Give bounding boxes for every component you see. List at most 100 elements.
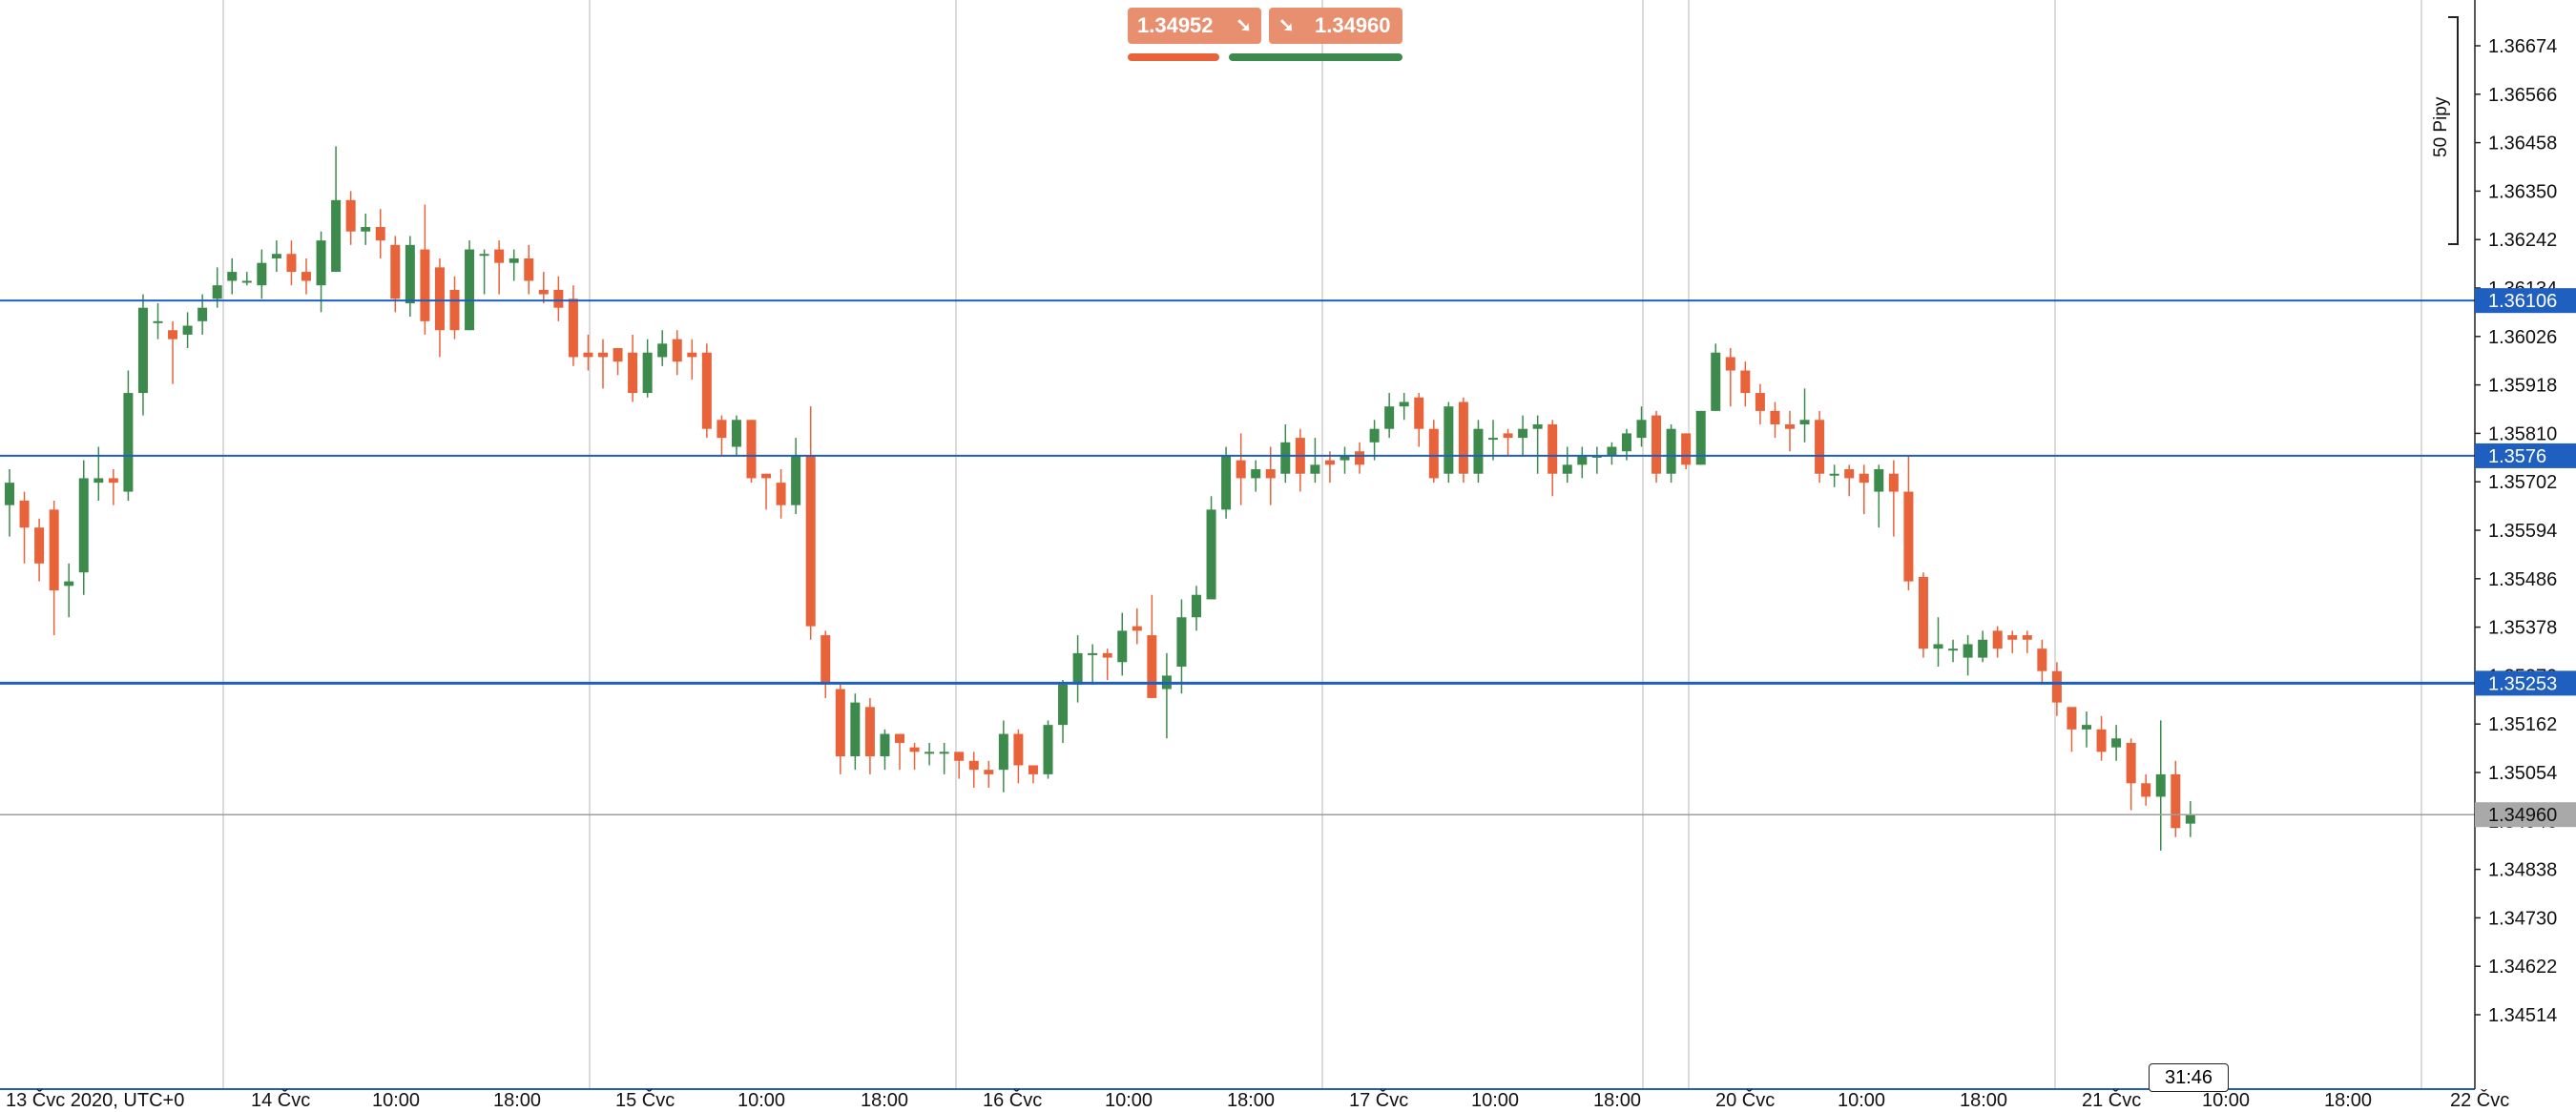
candle-body xyxy=(449,289,460,331)
candle xyxy=(1428,420,1439,484)
candle-body xyxy=(78,478,89,573)
candle-body xyxy=(628,352,638,394)
candle-body xyxy=(1473,428,1484,474)
candle xyxy=(316,231,326,313)
candle-body xyxy=(731,420,741,447)
candle xyxy=(880,729,890,771)
candle-body xyxy=(182,325,193,335)
candle-countdown-badge: 31:46 xyxy=(2149,1063,2229,1092)
candle-body xyxy=(954,752,965,761)
level-price-tag xyxy=(2475,288,2576,314)
candle-body xyxy=(895,733,904,743)
candlestick-series xyxy=(5,146,2195,851)
candle xyxy=(1369,420,1380,461)
y-tick-label: 1.34730 xyxy=(2488,908,2557,929)
candle xyxy=(2082,711,2091,748)
candle xyxy=(924,742,935,766)
candle-body xyxy=(465,249,475,331)
candle xyxy=(2171,760,2181,837)
candle xyxy=(1384,393,1395,439)
candle-body xyxy=(1102,652,1112,658)
candle xyxy=(598,339,608,389)
candle xyxy=(1755,383,1765,424)
candle xyxy=(1562,446,1572,484)
y-tick-label: 1.35918 xyxy=(2488,376,2557,397)
candle-body xyxy=(2067,707,2077,730)
candle xyxy=(2096,715,2107,761)
candle xyxy=(1058,680,1069,743)
candle-body xyxy=(1221,455,1232,510)
candle-body xyxy=(1088,652,1098,655)
y-tick-label: 1.36566 xyxy=(2488,85,2557,106)
candle-body xyxy=(137,307,148,394)
candle-body xyxy=(316,240,326,286)
candle-body xyxy=(1369,428,1380,443)
candle xyxy=(613,348,623,376)
candle xyxy=(1251,460,1261,492)
candle-body xyxy=(1518,428,1528,439)
candle-body xyxy=(301,272,311,281)
horizontal-levels[interactable] xyxy=(0,299,2475,815)
candle-body xyxy=(375,227,385,241)
candle xyxy=(821,630,831,698)
candle-body xyxy=(805,455,816,627)
candle xyxy=(331,146,342,273)
candle xyxy=(776,469,786,519)
candle-body xyxy=(64,581,74,587)
candle xyxy=(1013,729,1024,784)
candle xyxy=(850,693,861,771)
candle xyxy=(2155,720,2166,851)
candle xyxy=(1132,607,1142,645)
candle-body xyxy=(1192,594,1201,618)
candle-body xyxy=(1695,410,1706,465)
candle-body xyxy=(241,280,252,283)
candle-body xyxy=(1888,473,1899,492)
candle-body xyxy=(19,500,30,528)
candle xyxy=(78,460,89,595)
candle xyxy=(286,240,297,286)
x-tick-label: 18:00 xyxy=(493,1090,541,1111)
candle xyxy=(672,330,682,376)
candle-body xyxy=(1236,460,1246,479)
candle-body xyxy=(271,254,281,258)
candle xyxy=(479,249,489,295)
candle xyxy=(271,240,281,273)
candle-body xyxy=(1414,397,1424,429)
candle-body xyxy=(1963,644,1973,658)
candle xyxy=(19,491,30,564)
candle xyxy=(123,370,134,501)
y-tick-label: 1.34838 xyxy=(2488,860,2557,881)
sell-price-button[interactable]: 1.34952 ➘ xyxy=(1128,8,1261,44)
candle xyxy=(524,244,534,295)
candle xyxy=(2037,639,2047,685)
candle xyxy=(212,267,222,308)
buy-price-button[interactable]: ➘ 1.34960 xyxy=(1269,8,1402,44)
candle-body xyxy=(434,267,445,331)
candle xyxy=(1918,572,1928,658)
x-tick-label: 15 Čvc xyxy=(615,1089,675,1111)
candle-body xyxy=(197,307,208,321)
candle xyxy=(1636,406,1647,447)
x-tick-label: 10:00 xyxy=(1471,1090,1519,1111)
candle xyxy=(1280,423,1291,484)
candle-body xyxy=(1681,433,1692,465)
candle xyxy=(34,518,45,582)
candle-body xyxy=(1859,473,1869,484)
candle xyxy=(1933,617,1943,667)
candle xyxy=(227,257,238,295)
price-tags: 1.36106 1.3576 1.35253 1.34960 xyxy=(2475,288,2576,828)
candle-body xyxy=(998,733,1008,771)
candle-body xyxy=(390,244,401,299)
candle-body xyxy=(1785,423,1795,429)
candle xyxy=(1473,420,1484,484)
candle-body xyxy=(1948,649,1959,651)
candle xyxy=(1236,433,1246,505)
candle xyxy=(241,272,252,286)
candle-body xyxy=(1058,684,1069,726)
candle xyxy=(939,742,949,774)
candle xyxy=(375,209,385,258)
candle-body xyxy=(5,483,14,505)
candle xyxy=(1444,402,1454,484)
y-tick-label: 1.36242 xyxy=(2488,230,2557,251)
